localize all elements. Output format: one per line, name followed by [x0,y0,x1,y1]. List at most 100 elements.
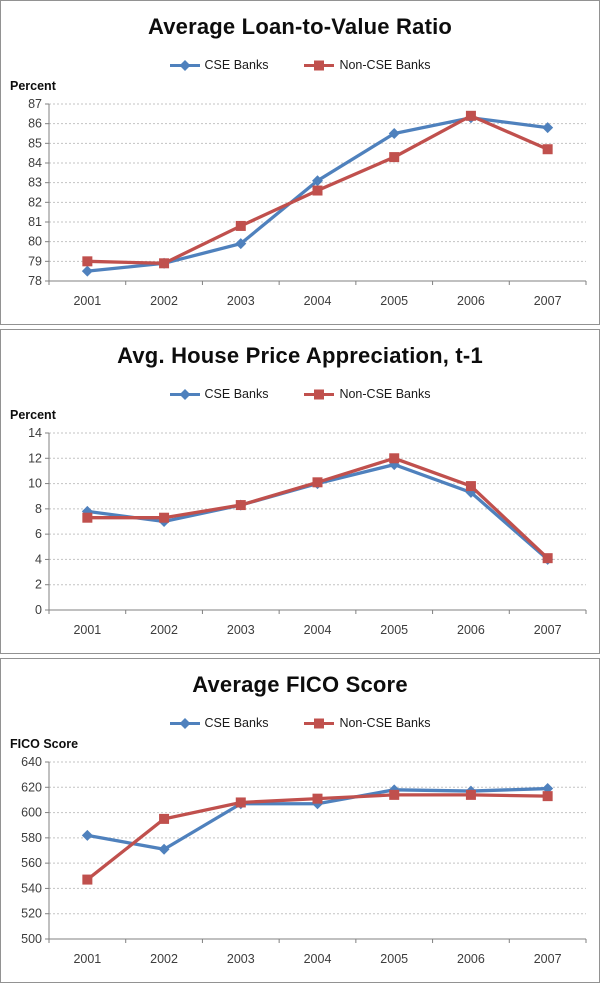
data-point-marker-cse-banks [235,238,247,250]
x-tick-label: 2004 [304,952,332,966]
chart-panel-loan-to-value: Average Loan-to-Value Ratio CSE Banks No… [0,0,600,325]
legend-item-cse-banks: CSE Banks [169,58,269,72]
data-point-marker-non-cse-banks [389,453,400,464]
data-point-marker-cse-banks [81,505,93,517]
y-tick-label: 6 [35,527,42,541]
y-tick-label: 87 [28,97,42,111]
x-tick-label: 2003 [227,623,255,637]
data-point-marker-non-cse-banks [235,220,246,231]
data-point-marker-non-cse-banks [465,110,476,121]
square-line-glyph [304,389,335,399]
x-tick-label: 2005 [380,623,408,637]
data-point-marker-non-cse-banks [235,797,246,808]
x-tick-label: 2007 [534,294,562,308]
x-tick-label: 2002 [150,294,178,308]
y-axis-unit-label: FICO Score [10,737,79,751]
chart-legend: CSE Banks Non-CSE Banks [1,387,599,401]
legend-label-cse-banks: CSE Banks [204,58,269,72]
cse-series-marker-icon [169,717,200,730]
y-tick-label: 12 [28,451,42,465]
x-tick-label: 2001 [73,294,101,308]
legend-item-non-cse-banks: Non-CSE Banks [304,716,430,730]
series-line-non-cse-banks [87,456,549,560]
x-tick-label: 2004 [304,623,332,637]
non-cse-series-marker-icon [304,59,335,72]
y-tick-label: 10 [28,477,42,491]
y-tick-label: 83 [28,176,42,190]
data-point-marker-non-cse-banks [159,512,170,523]
y-tick-label: 84 [28,156,42,170]
legend-item-cse-banks: CSE Banks [169,716,269,730]
y-tick-label: 620 [21,780,42,794]
data-point-marker-non-cse-banks [542,791,553,802]
data-point-marker-non-cse-banks [542,144,553,155]
cse-series-marker-icon [169,59,200,72]
non-cse-series-marker-icon [304,388,335,401]
x-tick-label: 2001 [73,623,101,637]
x-tick-label: 2006 [457,294,485,308]
x-tick-label: 2001 [73,952,101,966]
x-tick-label: 2002 [150,952,178,966]
legend-label-cse-banks: CSE Banks [204,716,269,730]
chart-plot-area: 500 520 540 560 580 600 620 640 2001 2002 2003 2004… [21,755,587,966]
square-line-glyph [304,60,335,70]
legend-shape [314,389,325,399]
chart-plot-area: 0 2 4 6 8 10 12 14 2001 2002 2003 2004 2005 2006 2007 [28,426,587,637]
diamond-line-glyph [169,59,200,71]
y-tick-label: 540 [21,881,42,895]
chart-legend: CSE Banks Non-CSE Banks [1,58,599,72]
y-tick-label: 2 [35,578,42,592]
y-tick-label: 520 [21,907,42,921]
y-tick-label: 4 [35,552,42,566]
y-tick-label: 560 [21,856,42,870]
x-tick-label: 2005 [380,952,408,966]
y-tick-label: 85 [28,136,42,150]
y-tick-label: 86 [28,117,42,131]
chart-legend: CSE Banks Non-CSE Banks [1,716,599,730]
y-tick-label: 500 [21,932,42,946]
legend-item-non-cse-banks: Non-CSE Banks [304,387,430,401]
diamond-line-glyph [169,717,200,729]
chart-title: Average FICO Score [192,672,408,697]
x-tick-label: 2007 [534,623,562,637]
data-point-marker-non-cse-banks [159,258,170,269]
data-point-marker-non-cse-banks [389,789,400,800]
y-axis-unit-label: Percent [10,79,56,93]
x-tick-label: 2004 [304,294,332,308]
cse-series-marker-icon [169,388,200,401]
data-point-marker-non-cse-banks [542,553,553,564]
legend-label-non-cse-banks: Non-CSE Banks [339,58,431,72]
legend-item-cse-banks: CSE Banks [169,387,269,401]
y-tick-label: 600 [21,806,42,820]
data-point-marker-non-cse-banks [312,793,323,804]
chart-panel-house-price-appreciation: Avg. House Price Appreciation, t-1 CSE B… [0,329,600,654]
legend-label-cse-banks: CSE Banks [204,387,269,401]
data-point-marker-non-cse-banks [235,500,246,511]
diamond-line-glyph [169,388,200,400]
data-point-marker-non-cse-banks [82,512,93,523]
data-point-marker-non-cse-banks [312,185,323,196]
x-tick-label: 2005 [380,294,408,308]
chart-panel-fico-score: Average FICO Score CSE Banks Non-CSE Ban… [0,658,600,983]
legend-shape [179,717,191,729]
data-point-marker-cse-banks [158,843,170,855]
data-point-marker-cse-banks [542,122,554,134]
y-tick-label: 640 [21,755,42,769]
square-line-glyph [304,718,335,728]
x-tick-label: 2003 [227,294,255,308]
chart-title: Avg. House Price Appreciation, t-1 [117,343,483,368]
legend-shape [179,59,191,71]
data-point-marker-cse-banks [81,265,93,277]
legend-label-non-cse-banks: Non-CSE Banks [339,387,431,401]
y-axis-unit-label: Percent [10,408,56,422]
chart-plot-area: 78 79 80 81 82 83 84 85 86 87 2001 2002 2003 2004 2005… [28,97,587,308]
x-tick-label: 2006 [457,952,485,966]
x-tick-label: 2006 [457,623,485,637]
y-tick-label: 80 [28,235,42,249]
data-point-marker-non-cse-banks [312,477,323,488]
y-tick-label: 8 [35,502,42,516]
legend-label-non-cse-banks: Non-CSE Banks [339,716,431,730]
data-point-marker-non-cse-banks [159,813,170,824]
data-point-marker-non-cse-banks [465,481,476,492]
non-cse-series-marker-icon [304,717,335,730]
